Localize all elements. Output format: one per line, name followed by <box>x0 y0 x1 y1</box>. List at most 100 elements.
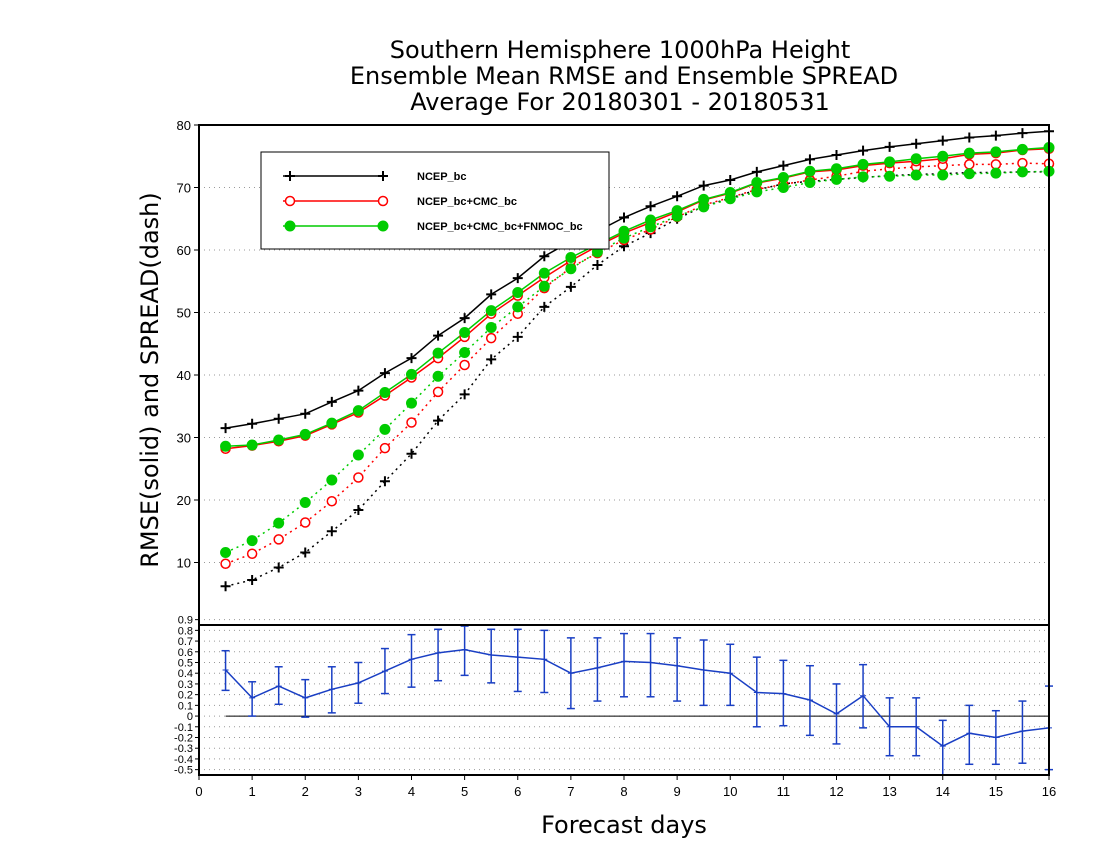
spread-point <box>539 301 550 312</box>
bottom-y-tick-label: -0.4 <box>174 754 193 766</box>
difference-panel: -0.5-0.4-0.3-0.2-0.100.10.20.30.40.50.60… <box>174 615 1053 777</box>
bottom-y-tick-label: 0.7 <box>178 636 193 648</box>
spread-point <box>326 526 337 537</box>
rmse-point <box>246 439 258 451</box>
legend-label: NCEP_bc+CMC_bc <box>417 196 517 208</box>
rmse-point <box>247 418 258 429</box>
rmse-point <box>937 135 948 146</box>
difference-point <box>461 646 468 653</box>
rmse-point <box>831 150 842 160</box>
top-series <box>220 126 1055 592</box>
rmse-point <box>565 252 577 263</box>
bottom-y-tick-label: 0.8 <box>178 625 193 637</box>
top-y-tick-label: 20 <box>177 493 191 508</box>
rmse-point <box>379 368 390 379</box>
rmse-point <box>433 330 444 341</box>
difference-point <box>541 656 548 663</box>
spread-point <box>247 575 258 585</box>
spread-point <box>1017 157 1028 169</box>
rmse-point <box>326 417 338 429</box>
x-tick-label: 9 <box>674 784 681 799</box>
rmse-point <box>618 225 630 237</box>
rmse-spread-panel: 10 20 30 40 50 60 70 80 <box>177 118 1055 592</box>
legend-marker <box>284 220 296 232</box>
rmse-point <box>990 130 1001 141</box>
spread-point <box>857 171 869 183</box>
title-line-3: Average For 20180301 - 20180531 <box>410 88 830 116</box>
spread-point <box>459 347 471 358</box>
spread-point <box>300 547 311 558</box>
difference-point <box>275 683 282 690</box>
legend-label: NCEP_bc <box>417 171 467 183</box>
title-line-1: Southern Hemisphere 1000hPa Height <box>390 36 850 64</box>
difference-point <box>408 656 415 663</box>
difference-point <box>833 710 840 717</box>
difference-point <box>1019 728 1026 735</box>
rmse-point <box>539 251 550 262</box>
rmse-point <box>698 180 709 191</box>
bottom-y-tick-label: -0.2 <box>174 733 193 745</box>
spread-point <box>751 186 763 198</box>
difference-point <box>381 668 388 675</box>
bottom-y-tick-label: -0.3 <box>174 743 193 755</box>
difference-point <box>913 723 920 730</box>
bottom-y-tick-label: 0.9 <box>178 615 193 627</box>
rmse-point <box>910 153 922 165</box>
bottom-y-tick-label: -0.5 <box>174 765 193 777</box>
spread-point <box>220 581 231 592</box>
spread-point <box>432 370 444 382</box>
x-tick-label: 4 <box>408 784 415 799</box>
x-tick-label: 3 <box>355 784 362 799</box>
difference-point <box>700 667 707 673</box>
rmse-point <box>777 172 789 183</box>
spread-point <box>1016 166 1028 178</box>
bottom-y-tick-label: 0.4 <box>178 668 193 680</box>
x-tick-label: 8 <box>620 784 627 799</box>
spread-point <box>353 472 364 483</box>
spread-point <box>246 535 258 547</box>
rmse-point <box>486 289 497 300</box>
difference-point <box>939 743 946 750</box>
x-tick-label: 2 <box>302 784 309 799</box>
spread-point <box>565 263 577 275</box>
bottom-y-tick-label: -0.1 <box>174 722 193 734</box>
difference-point <box>860 692 867 699</box>
x-axis-ticks: 0 1 2 3 4 5 6 7 8 9 10 11 12 13 14 15 16 <box>195 775 1056 799</box>
title-line-2: Ensemble Mean RMSE and Ensemble SPREAD <box>350 62 898 90</box>
rmse-point <box>990 146 1002 158</box>
spread-point <box>406 448 417 459</box>
x-tick-label: 11 <box>777 784 791 799</box>
difference-point <box>966 730 973 737</box>
difference-point <box>780 690 787 697</box>
rmse-point <box>831 163 842 175</box>
bottom-y-tick-label: 0.3 <box>178 679 193 691</box>
difference-point <box>727 670 734 677</box>
rmse-point <box>804 154 815 165</box>
rmse-point <box>778 160 789 171</box>
rmse-point <box>857 158 869 170</box>
bottom-y-tick-label: 0 <box>187 711 193 723</box>
legend-marker <box>284 195 296 207</box>
spread-point <box>273 517 285 529</box>
difference-point <box>806 697 813 703</box>
rmse-point <box>352 405 364 417</box>
legend-marker <box>285 171 295 181</box>
bottom-y-ticks: -0.5-0.4-0.3-0.2-0.100.10.20.30.40.50.60… <box>174 615 199 777</box>
top-y-tick-label: 50 <box>177 306 191 321</box>
top-y-tick-label: 60 <box>177 243 191 258</box>
difference-point <box>674 662 681 669</box>
difference-point <box>992 734 999 741</box>
x-tick-label: 7 <box>567 784 574 799</box>
spread-point <box>300 517 311 528</box>
spread-point <box>379 423 391 435</box>
spread-point <box>990 159 1002 170</box>
spread-point <box>485 332 497 344</box>
spread-point <box>512 331 523 342</box>
rmse-point <box>698 193 710 205</box>
rmse-point <box>884 156 896 168</box>
difference-point <box>222 667 229 673</box>
spread-point <box>273 534 284 545</box>
top-y-tick-label: 40 <box>177 368 191 383</box>
spread-point <box>220 547 232 558</box>
